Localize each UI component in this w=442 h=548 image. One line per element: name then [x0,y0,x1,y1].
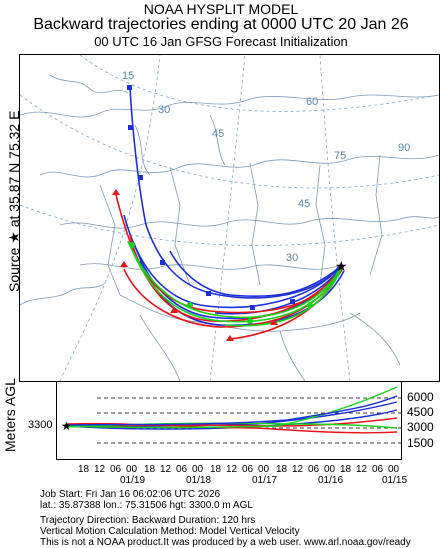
grid-label: 45 [212,128,224,140]
vertical-method-text: Vertical Motion Calculation Method: Mode… [40,526,300,537]
time-tick: 06 [242,464,254,475]
trajectory-markers [112,85,313,341]
source-height-label: 3300 [28,419,53,431]
time-tick: 00 [192,464,204,475]
height-tick: 4500 [407,405,434,419]
time-tick: 06 [176,464,188,475]
time-tick: 18 [78,464,90,475]
time-tick: 06 [372,464,384,475]
height-tick: 3000 [407,420,434,434]
job-start-text: Job Start: Fri Jan 16 06:02:06 UTC 2026 [40,489,221,500]
date-tick: 01/18 [186,475,212,486]
time-tick: 18 [276,464,288,475]
map-canvas: 15 30 45 60 75 90 45 30 [19,54,440,382]
initialization-subtitle: 00 UTC 16 Jan GFSG Forecast Initializati… [94,34,348,49]
time-tick: 00 [126,464,138,475]
time-tick: 00 [388,464,400,475]
meters-agl-label: Meters AGL [2,378,18,452]
vertical-profile-canvas: ★ [61,386,401,444]
date-tick: 01/19 [120,475,146,486]
time-tick: 12 [226,464,238,475]
model-title: NOAA HYSPLIT MODEL [143,1,299,17]
grid-label: 45 [298,198,310,210]
time-axis: 18 12 06 00 18 12 06 00 18 12 06 00 18 1… [78,464,408,488]
trajectory-title: Backward trajectories ending at 0000 UTC… [33,16,409,33]
green-trajectories [127,240,342,327]
grid-label: 30 [158,104,170,116]
time-tick: 18 [340,464,352,475]
grid-label: 75 [334,150,346,162]
time-tick: 12 [94,464,106,475]
time-tick: 06 [308,464,320,475]
date-tick: 01/16 [318,475,344,486]
star-icon: ★ [61,419,72,433]
time-tick: 18 [144,464,156,475]
height-tick: 6000 [407,390,434,404]
date-tick: 01/15 [382,475,408,486]
trajectory-map[interactable]: 15 30 45 60 75 90 45 30 [19,54,440,382]
height-tick: 1500 [407,436,434,450]
country-borders [19,74,440,382]
time-tick: 18 [210,464,222,475]
time-tick: 00 [324,464,336,475]
time-tick: 00 [258,464,270,475]
grid-label: 15 [122,70,134,82]
time-tick: 06 [110,464,122,475]
date-tick: 01/17 [252,475,278,486]
star-icon: ★ [335,258,348,274]
grid-label: 30 [286,252,298,264]
time-tick: 12 [356,464,368,475]
time-tick: 12 [160,464,172,475]
disclaimer-text: This is not a NOAA product.It was produc… [40,537,411,548]
coordinate-grid [19,54,440,382]
time-tick: 12 [292,464,304,475]
grid-label: 60 [306,96,318,108]
grid-label: 90 [398,142,410,154]
location-text: lat.: 35.87388 lon.: 75.31506 hgt: 3300.… [40,500,253,511]
trajectory-direction-text: Trajectory Direction: Backward Duration:… [40,515,256,526]
vertical-profile-panel[interactable]: ★ [56,381,402,460]
